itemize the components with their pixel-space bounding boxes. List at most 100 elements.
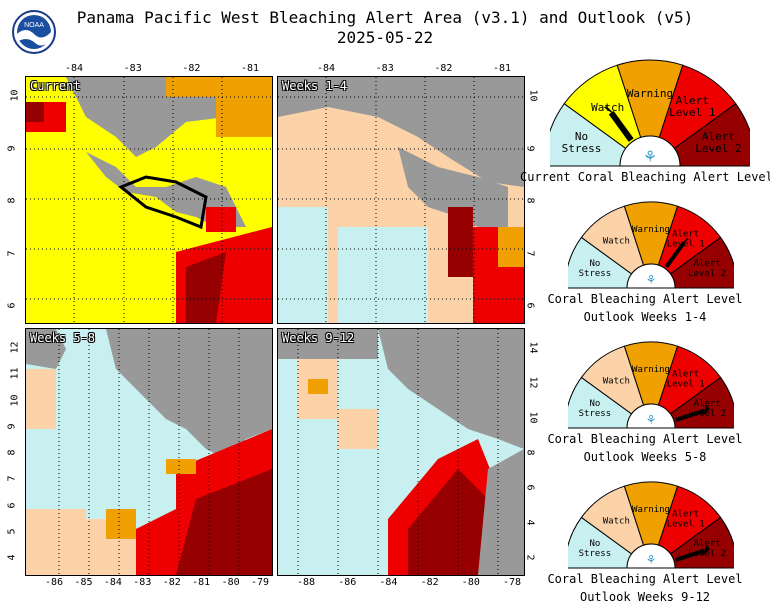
axis-tick-label: 6 (6, 501, 18, 509)
axis-tick-label: 14 (527, 341, 539, 354)
axis-tick-label: -82 (162, 577, 181, 588)
gauge-label-watch: Watch (591, 101, 624, 114)
axis-tick-label: -86 (45, 577, 64, 588)
axis-tick-label: 11 (9, 367, 21, 380)
axis-tick-label: -88 (297, 577, 316, 588)
map-panel-weeks-1-4: Weeks 1-4 (277, 76, 525, 324)
gauge-hub (619, 135, 681, 167)
axis-tick-label: -78 (503, 577, 522, 588)
axis-tick-label: 12 (9, 341, 21, 354)
coral-icon: ⚘ (647, 552, 655, 568)
gauge-label-alert1: Alert Level 1 (667, 369, 705, 389)
axis-tick-label: 10 (9, 393, 21, 407)
axis-tick-label: 7 (524, 249, 536, 257)
axis-tick-label: -81 (241, 63, 260, 74)
gauge-hub (626, 403, 676, 429)
axis-tick-label: -79 (251, 577, 270, 588)
gauge-label-alert2: Alert Level 2 (695, 130, 741, 155)
gauge-subcaption: Outlook Weeks 1-4 (583, 310, 707, 324)
axis-tick-label: -83 (375, 63, 394, 74)
gauge-needle (675, 548, 705, 562)
axis-tick-label: -84 (65, 63, 84, 74)
gauge-needle-arrow (603, 106, 619, 118)
axis-tick-label: -80 (461, 577, 480, 588)
axis-tick-label: 7 (6, 249, 18, 257)
gauge-label-no-stress: No Stress (579, 539, 612, 559)
gauge-label-warning: Warning (632, 505, 670, 515)
axis-tick-label: 8 (6, 449, 18, 456)
gauge-caption: Coral Bleaching Alert Level (547, 572, 743, 586)
map-weeks-1-4 (278, 77, 524, 323)
axis-tick-label: 4 (524, 519, 536, 526)
axis-tick-label: -83 (123, 63, 142, 74)
gauge-caption: Current Coral Bleaching Alert Level (520, 170, 770, 184)
gauge-needle (675, 408, 705, 422)
gauge-label-no-stress: No Stress (579, 259, 612, 279)
axis-tick-label: 2 (524, 554, 536, 561)
gauge-label-alert2: Alert Level 2 (688, 259, 726, 279)
axis-tick-label: 6 (6, 302, 18, 309)
axis-tick-label: 8 (6, 197, 18, 204)
panel-label: Weeks 9-12 (282, 331, 355, 345)
gauge-label-no-stress: No Stress (562, 130, 602, 155)
gauge-subcaption: Outlook Weeks 9-12 (579, 590, 711, 604)
panel-label: Current (30, 79, 81, 93)
map-weeks-9-12 (278, 329, 524, 575)
axis-tick-label: 9 (6, 423, 18, 430)
axis-tick-label: -81 (192, 577, 211, 588)
map-current (26, 77, 272, 323)
axis-tick-label: 5 (6, 528, 18, 535)
gauge-caption: Coral Bleaching Alert Level (547, 432, 743, 446)
map-panel-current: Current (25, 76, 273, 324)
coral-icon: ⚘ (645, 146, 656, 167)
map-date: 2025-05-22 (336, 28, 434, 47)
gauge-label-warning: Warning (627, 87, 673, 100)
axis-tick-label: -81 (493, 63, 512, 74)
svg-text:NOAA: NOAA (24, 22, 44, 29)
gauge-label-warning: Warning (632, 225, 670, 235)
gauge-caption: Coral Bleaching Alert Level (547, 292, 743, 306)
gauge-label-alert2: Alert Level 2 (688, 399, 726, 419)
gauge-label-warning: Warning (632, 365, 670, 375)
axis-tick-label: 6 (524, 484, 536, 491)
gauge-needle (664, 241, 686, 269)
axis-tick-label: -82 (434, 63, 453, 74)
coral-icon: ⚘ (647, 272, 655, 288)
axis-tick-label: -80 (221, 577, 240, 588)
gauge-label-alert2: Alert Level 2 (688, 539, 726, 559)
axis-tick-label: -83 (133, 577, 152, 588)
axis-tick-label: -84 (103, 577, 122, 588)
map-weeks-5-8 (26, 329, 272, 575)
axis-tick-label: 10 (527, 411, 539, 424)
gauge-label-watch: Watch (603, 376, 630, 386)
gauge-label-no-stress: No Stress (579, 399, 612, 419)
gauge-label-alert1: Alert Level 1 (669, 94, 715, 119)
gauge-hub (626, 543, 676, 569)
axis-tick-label: 10 (527, 89, 539, 102)
gauge-label-watch: Watch (603, 236, 630, 246)
axis-tick-label: 4 (6, 554, 18, 561)
axis-tick-label: 9 (524, 144, 536, 152)
map-panel-weeks-9-12: Weeks 9-12 (277, 328, 525, 576)
axis-tick-label: -84 (379, 577, 398, 588)
axis-tick-label: 7 (6, 475, 18, 482)
axis-tick-label: 9 (6, 144, 18, 152)
panel-label: Weeks 5-8 (30, 331, 96, 345)
gauge-label-watch: Watch (603, 516, 630, 526)
noaa-logo: NOAA (12, 10, 56, 54)
coral-icon: ⚘ (647, 412, 655, 428)
axis-tick-label: -85 (74, 577, 93, 588)
panel-label: Weeks 1-4 (282, 79, 348, 93)
gauge-subcaption: Outlook Weeks 5-8 (583, 450, 707, 464)
gauge-needle (608, 110, 634, 142)
axis-tick-label: -82 (182, 63, 201, 74)
gauge-needle-arrow (702, 404, 710, 417)
gauge-needle-arrow (679, 237, 689, 247)
gauge-needle-arrow (702, 544, 710, 557)
gauge-label-alert1: Alert Level 1 (667, 509, 705, 529)
map-title: Panama Pacific West Bleaching Alert Area… (76, 8, 694, 27)
